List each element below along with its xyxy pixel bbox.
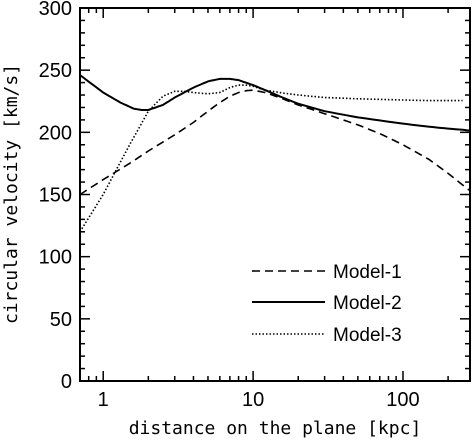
y-tick-label: 100 <box>39 247 72 269</box>
x-tick-label: 10 <box>242 389 264 411</box>
y-tick-label: 300 <box>39 0 72 20</box>
legend: Model-1 Model-2 Model-3 <box>252 262 402 346</box>
y-axis-title: circular velocity [km/s] <box>1 64 22 324</box>
y-tick-label: 250 <box>39 60 72 82</box>
series-layer <box>79 74 471 233</box>
x-tick-label: 100 <box>386 389 419 411</box>
legend-label-model-2: Model-2 <box>333 293 402 314</box>
y-tick-label: 50 <box>50 309 72 331</box>
tick-marks <box>79 7 470 382</box>
series-line-model-1 <box>79 89 471 196</box>
y-tick-label: 150 <box>39 185 72 207</box>
x-axis-title: distance on the plane [kpc] <box>129 418 422 439</box>
y-tick-label: 200 <box>39 122 72 144</box>
y-tick-label: 0 <box>61 371 72 393</box>
series-line-model-2 <box>79 74 471 132</box>
plot-frame <box>79 7 471 382</box>
x-tick-label: 1 <box>98 389 109 411</box>
legend-label-model-3: Model-3 <box>333 325 402 346</box>
tick-labels: 0 50 100 150 200 250 300 1 10 100 <box>39 0 420 411</box>
legend-label-model-1: Model-1 <box>333 262 402 283</box>
